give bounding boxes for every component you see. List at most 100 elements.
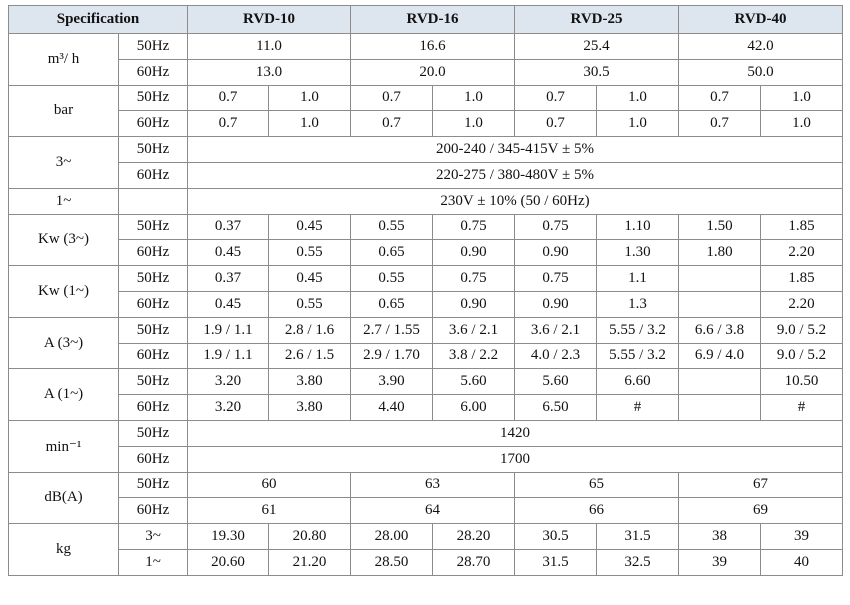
spec-header: Specification bbox=[8, 5, 188, 34]
model-header: RVD-25 bbox=[514, 5, 679, 34]
freq-cell: 50Hz bbox=[118, 33, 188, 60]
value-cell: 5.55 / 3.2 bbox=[596, 316, 679, 344]
value-cell: 3.6 / 2.1 bbox=[432, 316, 515, 344]
group-label: Kw (3~) bbox=[8, 213, 119, 267]
value-cell: 31.5 bbox=[596, 523, 679, 550]
value-cell: 1.3 bbox=[596, 290, 679, 318]
freq-cell: 60Hz bbox=[118, 239, 188, 267]
value-cell: 38 bbox=[678, 523, 761, 550]
value-cell: 39 bbox=[678, 548, 761, 576]
value-cell: 28.50 bbox=[350, 548, 433, 576]
value-cell: 3.90 bbox=[350, 368, 433, 396]
value-cell: 0.65 bbox=[350, 290, 433, 318]
table-row: 60Hz 13.0 20.0 30.5 50.0 bbox=[9, 58, 843, 86]
freq-cell: 50Hz bbox=[118, 316, 188, 344]
value-cell: 6.9 / 4.0 bbox=[678, 342, 761, 370]
value-cell: 60 bbox=[187, 471, 351, 499]
value-cell: 0.90 bbox=[514, 290, 597, 318]
group-label: 1~ bbox=[8, 187, 119, 215]
value-cell: 6.50 bbox=[514, 394, 597, 421]
value-cell: 1.30 bbox=[596, 239, 679, 267]
value-cell: 28.00 bbox=[350, 523, 433, 550]
value-cell: 1.1 bbox=[596, 265, 679, 292]
value-cell: 1.10 bbox=[596, 213, 679, 241]
value-cell: 0.90 bbox=[432, 239, 515, 267]
table-row: 1~ 20.60 21.20 28.50 28.70 31.5 32.5 39 40 bbox=[9, 548, 843, 576]
value-cell: 1.0 bbox=[432, 84, 515, 112]
value-cell: 6.60 bbox=[596, 368, 679, 396]
freq-cell: 60Hz bbox=[118, 342, 188, 370]
value-cell: 28.20 bbox=[432, 523, 515, 550]
value-cell: 20.0 bbox=[350, 58, 515, 86]
group-label: bar bbox=[8, 84, 119, 138]
value-cell: 4.0 / 2.3 bbox=[514, 342, 597, 370]
freq-cell: 60Hz bbox=[118, 161, 188, 189]
table-row: min⁻¹ 50Hz 1420 bbox=[8, 419, 843, 473]
value-cell: 39 bbox=[760, 523, 843, 550]
value-cell: 220-275 / 380-480V ± 5% bbox=[187, 161, 843, 189]
value-cell: 64 bbox=[350, 497, 515, 525]
spec-table: Specification RVD-10 RVD-16 RVD-25 RVD-40 m³… bbox=[8, 5, 843, 576]
value-cell: 0.75 bbox=[432, 213, 515, 241]
value-cell: 0.55 bbox=[350, 213, 433, 241]
value-cell: 1.85 bbox=[760, 265, 843, 292]
value-cell: 5.55 / 3.2 bbox=[596, 342, 679, 370]
value-cell: 0.7 bbox=[678, 110, 761, 138]
group-label: kg bbox=[8, 523, 119, 576]
value-cell: 20.80 bbox=[268, 523, 351, 550]
value-cell: 0.55 bbox=[268, 239, 351, 267]
freq-cell: 50Hz bbox=[118, 368, 188, 396]
value-cell: 0.45 bbox=[268, 265, 351, 292]
value-cell: 30.5 bbox=[514, 523, 597, 550]
table-row: 60Hz 0.45 0.55 0.65 0.90 0.90 1.30 1.80 2.20 bbox=[9, 239, 843, 267]
value-cell: 3.80 bbox=[268, 368, 351, 396]
value-cell: 9.0 / 5.2 bbox=[760, 316, 843, 344]
value-cell: 1420 bbox=[187, 419, 843, 447]
value-cell: 31.5 bbox=[514, 548, 597, 576]
table-row: 60Hz 0.45 0.55 0.65 0.90 0.90 1.3 2.20 bbox=[9, 290, 843, 318]
value-cell: 2.20 bbox=[760, 239, 843, 267]
freq-cell: 60Hz bbox=[118, 110, 188, 138]
value-cell: 5.60 bbox=[432, 368, 515, 396]
value-cell: 20.60 bbox=[187, 548, 269, 576]
value-cell: 63 bbox=[350, 471, 515, 499]
value-cell: 10.50 bbox=[760, 368, 843, 396]
value-cell: 2.9 / 1.70 bbox=[350, 342, 433, 370]
value-cell: 0.7 bbox=[350, 110, 433, 138]
value-cell: 42.0 bbox=[678, 33, 843, 60]
value-cell: 0.45 bbox=[187, 239, 269, 267]
value-cell: 3.6 / 2.1 bbox=[514, 316, 597, 344]
value-cell: 6.6 / 3.8 bbox=[678, 316, 761, 344]
table-row: 3~ 50Hz 200-240 / 345-415V ± 5% bbox=[8, 136, 843, 189]
value-cell: 9.0 / 5.2 bbox=[760, 342, 843, 370]
model-header: RVD-16 bbox=[350, 5, 515, 34]
value-cell: 0.7 bbox=[350, 84, 433, 112]
freq-cell: 60Hz bbox=[118, 394, 188, 421]
value-cell: 5.60 bbox=[514, 368, 597, 396]
value-cell: 1.9 / 1.1 bbox=[187, 342, 269, 370]
group-label: A (1~) bbox=[8, 368, 119, 421]
table-row: Kw (1~) 50Hz 0.37 0.45 0.55 0.75 0.75 1.1 1.85 bbox=[8, 265, 843, 318]
value-cell: 2.20 bbox=[760, 290, 843, 318]
table-row: dB(A) 50Hz 60 63 65 67 bbox=[8, 471, 843, 525]
value-cell: 3.20 bbox=[187, 368, 269, 396]
freq-cell: 60Hz bbox=[118, 445, 188, 473]
value-cell: 0.75 bbox=[514, 265, 597, 292]
value-cell bbox=[678, 265, 761, 292]
freq-cell: 3~ bbox=[118, 523, 188, 550]
value-cell: 2.8 / 1.6 bbox=[268, 316, 351, 344]
value-cell: 1.0 bbox=[760, 84, 843, 112]
value-cell: 61 bbox=[187, 497, 351, 525]
value-cell: 28.70 bbox=[432, 548, 515, 576]
value-cell: 0.90 bbox=[514, 239, 597, 267]
value-cell: 3.80 bbox=[268, 394, 351, 421]
value-cell: 0.7 bbox=[514, 110, 597, 138]
value-cell: 2.7 / 1.55 bbox=[350, 316, 433, 344]
value-cell: 0.37 bbox=[187, 265, 269, 292]
table-row: 1~ 230V ± 10% (50 / 60Hz) bbox=[8, 187, 843, 215]
value-cell: 0.55 bbox=[350, 265, 433, 292]
table-row: 60Hz 1700 bbox=[9, 445, 843, 473]
value-cell: 1.0 bbox=[432, 110, 515, 138]
value-cell bbox=[678, 368, 761, 396]
